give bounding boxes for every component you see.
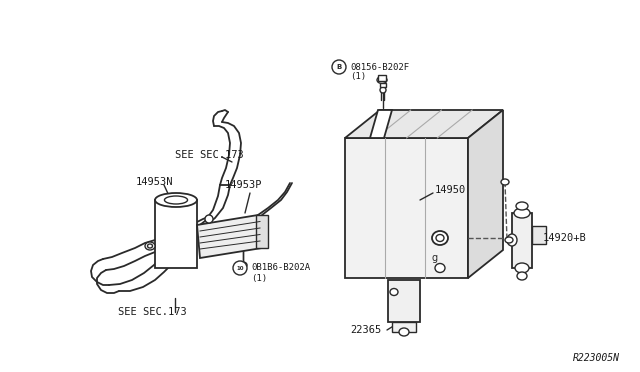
Text: SEE SEC.173: SEE SEC.173 [175, 150, 244, 160]
Circle shape [233, 261, 247, 275]
Bar [380, 83, 386, 87]
Polygon shape [197, 215, 262, 258]
Ellipse shape [145, 242, 155, 250]
Bar [155, 200, 197, 268]
Text: 14953N: 14953N [136, 177, 173, 187]
Circle shape [332, 60, 346, 74]
Ellipse shape [432, 231, 448, 245]
Text: 14950: 14950 [435, 185, 467, 195]
Bar [532, 226, 546, 244]
Text: 14920+B: 14920+B [543, 233, 587, 243]
Ellipse shape [239, 262, 247, 268]
Ellipse shape [507, 234, 517, 246]
Ellipse shape [147, 244, 152, 248]
Ellipse shape [517, 272, 527, 280]
Ellipse shape [505, 237, 513, 243]
Polygon shape [345, 138, 468, 278]
Bar [388, 280, 420, 322]
Polygon shape [345, 110, 503, 138]
Text: 14953P: 14953P [225, 180, 262, 190]
Text: B: B [337, 64, 342, 70]
Ellipse shape [377, 77, 387, 83]
Text: g: g [432, 253, 438, 263]
Text: (1): (1) [350, 73, 366, 81]
Polygon shape [468, 110, 503, 278]
Bar [392, 322, 416, 332]
Bar [512, 213, 532, 268]
Ellipse shape [501, 179, 509, 185]
Text: 08156-B202F: 08156-B202F [350, 62, 409, 71]
Ellipse shape [514, 208, 530, 218]
Ellipse shape [516, 202, 528, 210]
Ellipse shape [399, 328, 409, 336]
Text: SEE SEC.173: SEE SEC.173 [118, 307, 187, 317]
Ellipse shape [205, 215, 213, 223]
Ellipse shape [390, 289, 398, 295]
Ellipse shape [435, 263, 445, 273]
Text: R223005N: R223005N [573, 353, 620, 363]
Text: (1): (1) [251, 273, 267, 282]
Ellipse shape [155, 193, 197, 207]
Bar [256, 215, 268, 248]
Text: 22365: 22365 [350, 325, 381, 335]
Ellipse shape [164, 196, 188, 204]
Text: 10: 10 [236, 266, 244, 270]
Ellipse shape [515, 263, 529, 273]
Text: 0B1B6-B202A: 0B1B6-B202A [251, 263, 310, 273]
Polygon shape [370, 110, 392, 138]
Bar [378, 75, 386, 81]
Ellipse shape [436, 234, 444, 241]
Ellipse shape [380, 87, 386, 93]
